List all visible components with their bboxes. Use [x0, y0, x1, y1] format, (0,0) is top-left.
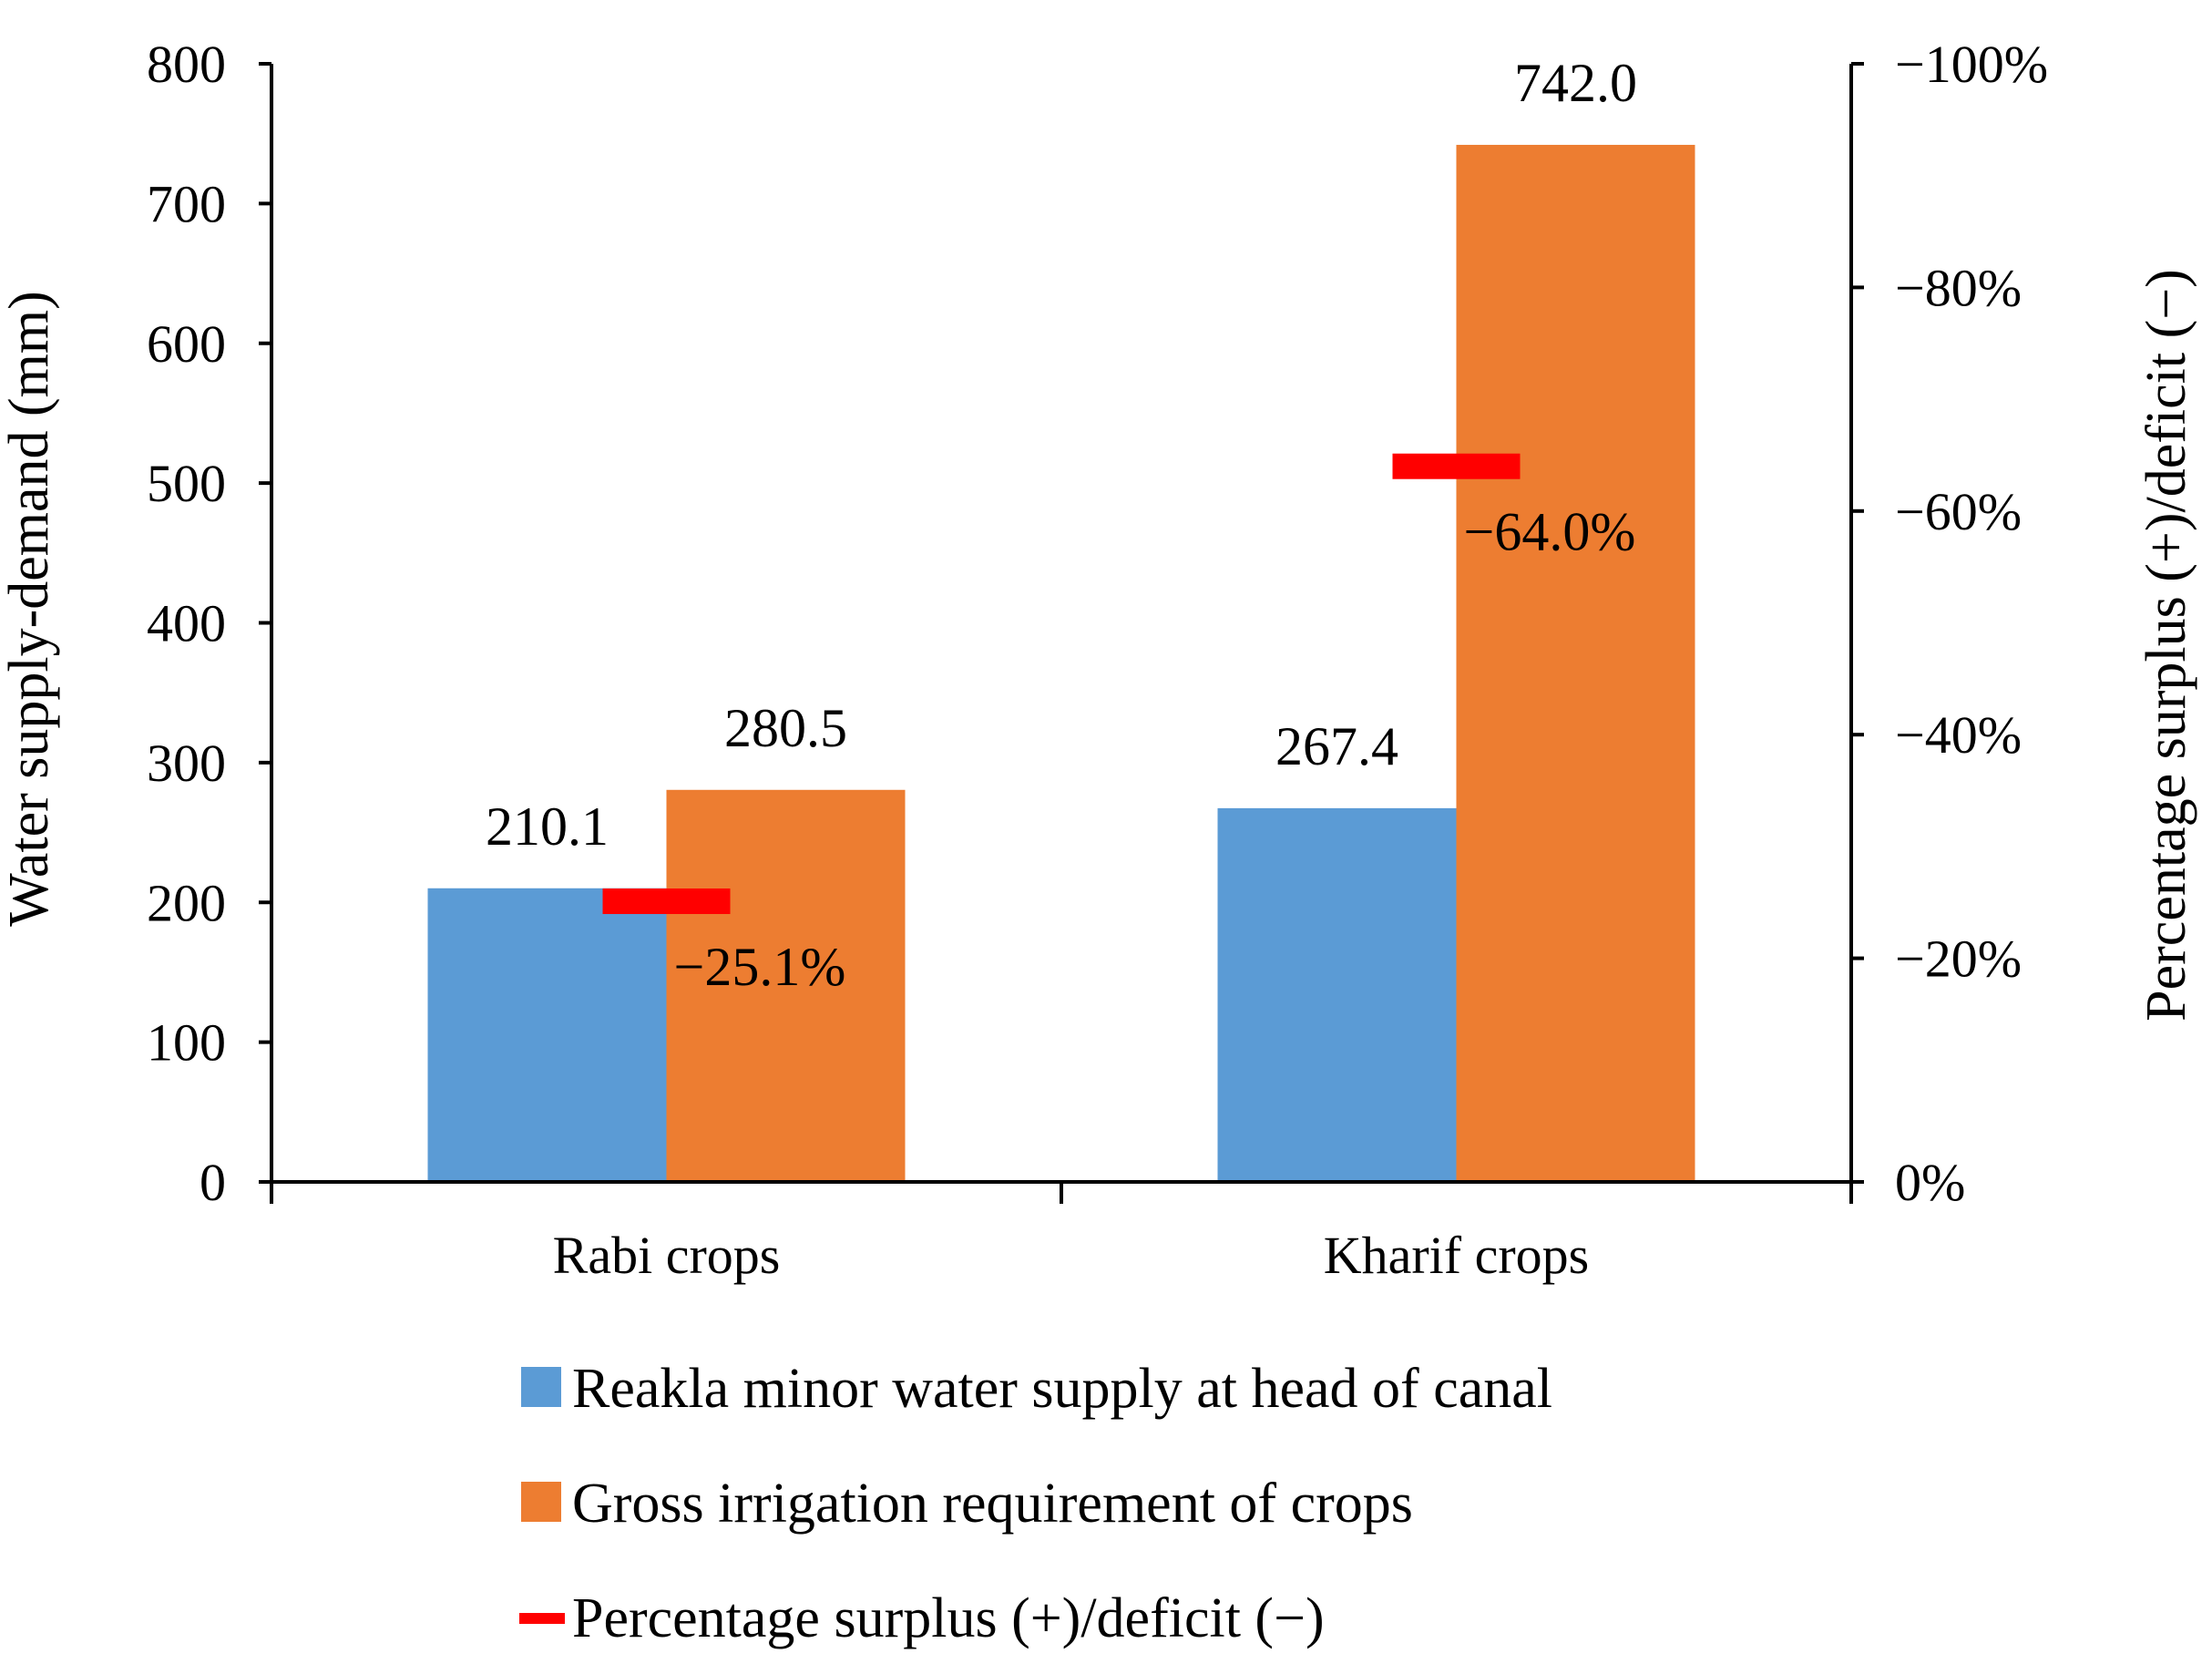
y2-axis-title: Percentage surplus (+)/deficit (−): [2135, 269, 2197, 1022]
y-tick-label: 200: [147, 873, 226, 932]
bars-layer: [427, 144, 1695, 1182]
y-tick-label: 600: [147, 314, 226, 374]
y-tick-label: 0: [200, 1153, 226, 1212]
legend-label: Gross irrigation requirement of crops: [572, 1473, 1413, 1535]
y2-tick-label: −60%: [1895, 482, 2022, 541]
bar: [1456, 144, 1695, 1182]
legend-swatch: [521, 1482, 561, 1522]
bar: [1217, 807, 1457, 1182]
y2-tick-label: −80%: [1895, 258, 2022, 317]
x-category-label: Kharif crops: [1324, 1226, 1590, 1285]
deficit-value-label: −25.1%: [674, 937, 846, 997]
y-tick-label: 700: [147, 174, 226, 233]
markers-layer: [602, 453, 1521, 915]
y-tick-label: 500: [147, 454, 226, 513]
bar: [666, 789, 906, 1182]
y2-tick-label: 0%: [1895, 1153, 1965, 1212]
bar: [427, 888, 667, 1182]
bar-value-label: 742.0: [1514, 53, 1637, 113]
deficit-marker: [1392, 453, 1521, 479]
ticks-layer: 0 100 200 300 400 500 600 700 800 0% −20% −40% −60% −…: [147, 35, 2048, 1212]
y2-tick-label: −20%: [1895, 929, 2022, 989]
bar-value-label: 210.1: [486, 796, 609, 857]
bar-value-label: 280.5: [724, 698, 847, 758]
y-axis-title: Water supply-demand (mm): [0, 291, 60, 926]
y-tick-label: 400: [147, 594, 226, 653]
y-tick-label: 100: [147, 1013, 226, 1073]
y2-tick-label: −40%: [1895, 705, 2022, 765]
legend: Reakla minor water supply at head of can…: [519, 1358, 1552, 1649]
legend-label: Reakla minor water supply at head of can…: [572, 1358, 1552, 1420]
labels-layer: Rabi crops Kharif crops 210.1 280.5 267.4 742…: [486, 53, 1637, 1285]
y-tick-label: 800: [147, 35, 226, 94]
legend-label: Percentage surplus (+)/deficit (−): [572, 1587, 1325, 1649]
y2-tick-label: −100%: [1895, 35, 2048, 94]
bar-value-label: 267.4: [1275, 716, 1398, 776]
y-tick-label: 300: [147, 734, 226, 793]
deficit-value-label: −64.0%: [1464, 502, 1636, 562]
x-category-label: Rabi crops: [553, 1226, 781, 1285]
legend-swatch: [521, 1367, 561, 1407]
deficit-marker: [602, 888, 731, 915]
legend-swatch: [519, 1613, 565, 1624]
